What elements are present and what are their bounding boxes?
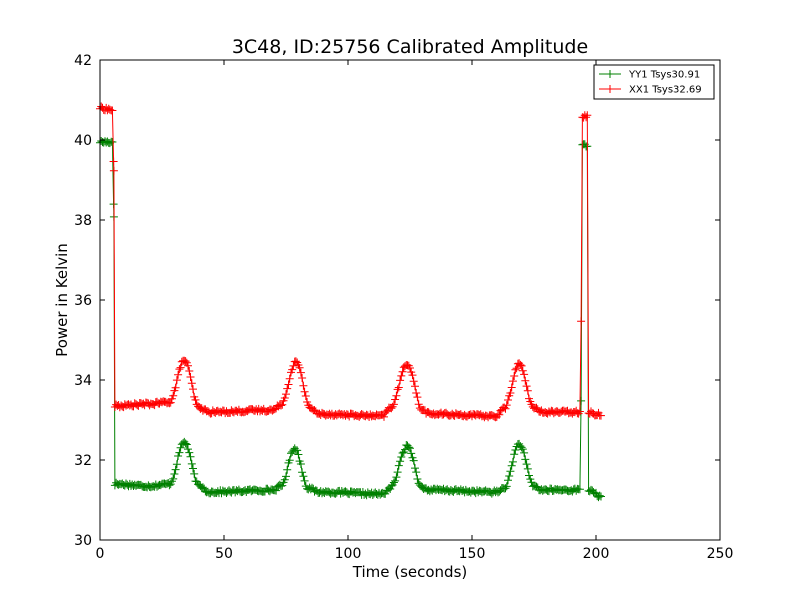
y-tick-label-2: 34 [74,373,92,389]
x-tick-label-4: 200 [583,546,610,562]
legend-label-0: YY1 Tsys30.91 [628,70,700,81]
y-tick-label-4: 38 [74,213,92,229]
legend-marker-1 [606,85,614,93]
y-axis-label: Power in Kelvin [53,243,71,357]
x-tick-label-2: 100 [335,546,362,562]
x-tick-label-0: 0 [96,546,105,562]
chart-title: 3C48, ID:25756 Calibrated Amplitude [232,36,588,58]
x-axis-label: Time (seconds) [352,563,468,581]
axes-layer: 0 50 100 150 200 250 30 32 34 36 38 40 42 [74,53,733,562]
legend-label-1: XX1 Tsys32.69 [629,85,702,96]
y-tick-label-1: 32 [74,453,92,469]
legend: YY1 Tsys30.91 XX1 Tsys32.69 [593,64,715,100]
y-tick-label-6: 42 [74,53,92,69]
legend-box [593,64,715,100]
series-layer [96,102,605,502]
y-tick-label-5: 40 [74,133,92,149]
y-tick-label-0: 30 [74,533,92,549]
x-tick-label-1: 50 [215,546,233,562]
y-tick-label-3: 36 [74,293,92,309]
x-tick-label-3: 150 [459,546,486,562]
legend-marker-0 [606,70,614,78]
x-tick-label-5: 250 [707,546,734,562]
